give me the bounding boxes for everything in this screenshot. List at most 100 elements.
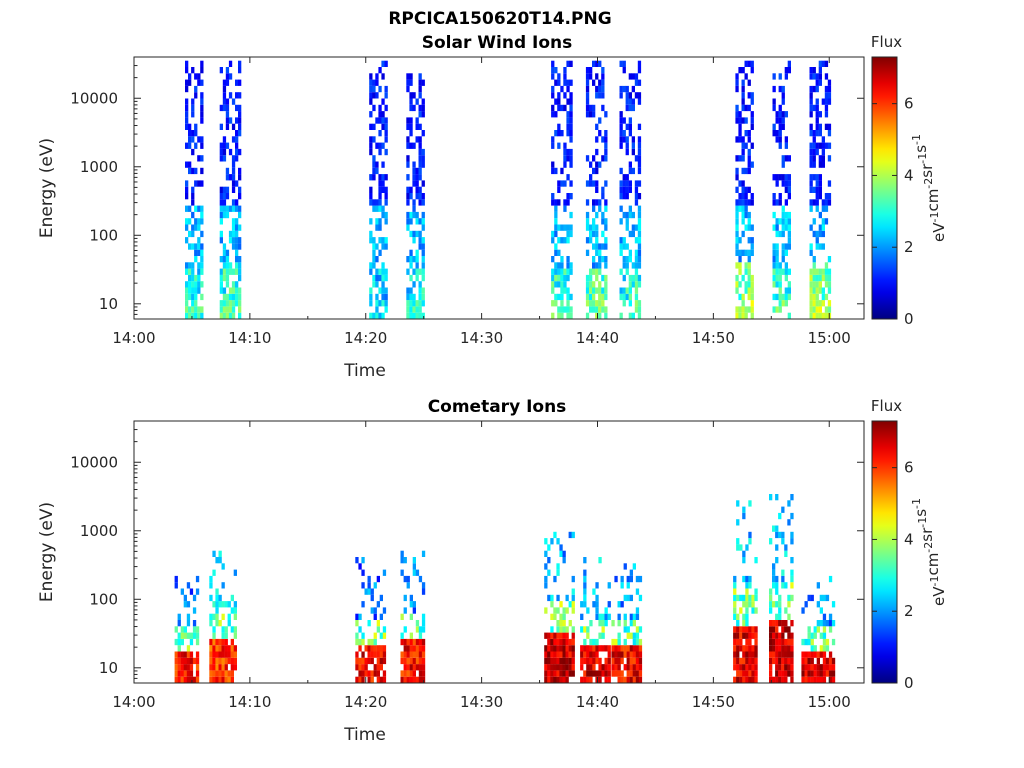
heatmap-cell — [403, 676, 407, 683]
heatmap-cell — [781, 582, 785, 589]
heatmap-cell — [228, 73, 233, 80]
heatmap-cell — [595, 224, 599, 231]
heatmap-cell — [822, 670, 827, 677]
heatmap-cell — [598, 293, 602, 301]
heatmap-cell — [544, 670, 548, 677]
heatmap-cell — [551, 237, 555, 244]
heatmap-cell — [741, 148, 745, 156]
heatmap-cell — [751, 645, 755, 652]
heatmap-cell — [619, 117, 623, 124]
heatmap-cell — [221, 613, 225, 620]
heatmap-cell — [185, 60, 189, 67]
heatmap-cell — [809, 205, 813, 212]
heatmap-cell — [827, 180, 832, 187]
heatmap-cell — [224, 601, 228, 608]
heatmap-cell — [778, 142, 782, 149]
heatmap-cell — [809, 268, 813, 275]
heatmap-cell — [568, 651, 572, 658]
heatmap-cell — [228, 262, 233, 269]
heatmap-cell — [568, 601, 572, 608]
heatmap-cell — [778, 594, 782, 602]
heatmap-cell — [373, 664, 377, 671]
heatmap-cell — [191, 98, 195, 105]
heatmap-cell — [415, 620, 420, 627]
heatmap-cell — [821, 230, 825, 238]
heatmap-cell — [221, 657, 225, 665]
heatmap-cell — [551, 73, 555, 80]
heatmap-cell — [787, 613, 791, 620]
heatmap-cell — [738, 180, 742, 187]
heatmap-cell — [801, 670, 805, 677]
heatmap-cell — [556, 632, 560, 639]
heatmap-cell — [230, 626, 234, 633]
heatmap-cell — [418, 174, 422, 181]
heatmap-cell — [634, 79, 639, 86]
heatmap-cell — [628, 256, 632, 263]
heatmap-cell — [238, 79, 242, 86]
heatmap-cell — [637, 142, 642, 149]
heatmap-cell — [200, 205, 204, 212]
heatmap-cell — [744, 73, 748, 80]
heatmap-cell — [595, 148, 599, 156]
heatmap-cell — [629, 670, 633, 677]
y-tick-label: 100 — [89, 226, 118, 244]
heatmap-cell — [622, 67, 626, 74]
heatmap-cell — [825, 638, 830, 646]
heatmap-cell — [827, 281, 832, 288]
heatmap-cell — [744, 60, 748, 67]
heatmap-cell — [741, 193, 745, 200]
heatmap-cell — [222, 268, 227, 275]
heatmap-cell — [822, 638, 827, 646]
heatmap-cell — [595, 312, 599, 319]
heatmap-cell — [381, 262, 385, 269]
heatmap-cell — [562, 557, 566, 564]
heatmap-cell — [625, 293, 629, 301]
heatmap-cell — [550, 651, 554, 658]
heatmap-cell — [809, 148, 813, 156]
heatmap-cell — [372, 92, 376, 99]
heatmap-cell — [418, 575, 423, 583]
heatmap-cell — [418, 230, 422, 238]
heatmap-cell — [384, 130, 388, 137]
heatmap-cell — [625, 243, 629, 250]
heatmap-cell — [384, 274, 388, 282]
heatmap-cell — [601, 193, 605, 200]
heatmap-cell — [742, 645, 746, 652]
heatmap-cell — [191, 193, 195, 200]
heatmap-cell — [824, 193, 829, 200]
heatmap-cell — [812, 130, 816, 137]
heatmap-cell — [738, 136, 742, 143]
heatmap-cell — [592, 199, 596, 206]
heatmap-cell — [637, 161, 642, 168]
heatmap-cell — [381, 300, 385, 307]
heatmap-cell — [209, 613, 213, 620]
heatmap-cell — [189, 588, 194, 595]
heatmap-cell — [378, 237, 382, 244]
heatmap-cell — [595, 249, 599, 256]
heatmap-cell — [601, 613, 605, 620]
heatmap-cell — [384, 117, 388, 124]
heatmap-cell — [604, 237, 608, 244]
heatmap-cell — [619, 287, 623, 294]
heatmap-cell — [824, 60, 829, 67]
heatmap-cell — [634, 224, 639, 231]
heatmap-cell — [635, 607, 640, 614]
heatmap-cell — [638, 676, 643, 683]
heatmap-cell — [384, 306, 388, 313]
heatmap-cell — [637, 211, 642, 219]
heatmap-cell — [825, 657, 830, 665]
heatmap-cell — [598, 557, 602, 564]
heatmap-cell — [585, 98, 590, 105]
heatmap-cell — [562, 676, 566, 683]
heatmap-cell — [209, 670, 213, 677]
heatmap-cell — [812, 287, 816, 294]
heatmap-cell — [822, 664, 827, 671]
heatmap-cell — [611, 645, 615, 652]
x-tick-label: 15:00 — [808, 693, 851, 711]
heatmap-cell — [821, 161, 825, 168]
heatmap-cell — [174, 657, 178, 665]
heatmap-cell — [554, 111, 558, 118]
heatmap-cell — [192, 632, 197, 639]
heatmap-cell — [635, 638, 640, 646]
heatmap-cell — [566, 312, 570, 319]
